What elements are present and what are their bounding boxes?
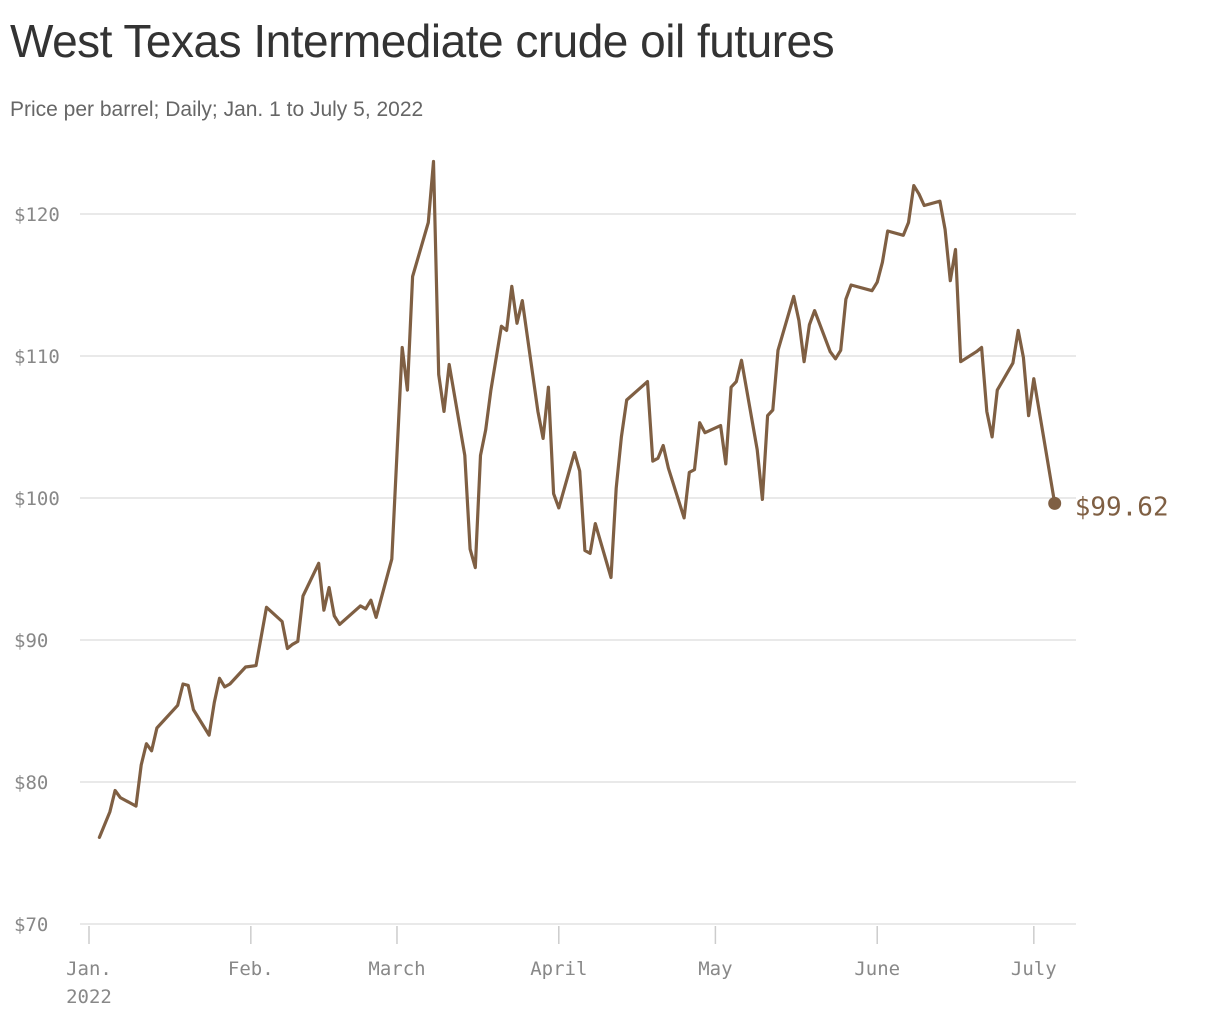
x-tick-label: May <box>698 958 732 980</box>
x-tick-label: March <box>368 958 425 980</box>
y-tick-label: $70 <box>14 914 48 936</box>
y-tick-label: $120 <box>14 204 60 226</box>
x-tick-label: Feb. <box>228 958 274 980</box>
y-tick-label: $110 <box>14 346 60 368</box>
price-line <box>97 159 1057 840</box>
x-tick-label: April <box>530 958 587 980</box>
x-tick-label: Jan. <box>66 958 112 980</box>
y-tick-label: $90 <box>14 630 48 652</box>
x-tick-label: June <box>854 958 900 980</box>
chart-subtitle: Price per barrel; Daily; Jan. 1 to July … <box>10 98 424 121</box>
x-tick-label: July <box>1011 958 1057 980</box>
chart-title: West Texas Intermediate crude oil future… <box>10 15 835 67</box>
x-tick-year-label: 2022 <box>66 986 112 1008</box>
end-value-label: $99.62 <box>1075 492 1169 522</box>
y-tick-label: $80 <box>14 772 48 794</box>
y-tick-label: $100 <box>14 488 60 510</box>
end-point-marker <box>1048 496 1062 510</box>
